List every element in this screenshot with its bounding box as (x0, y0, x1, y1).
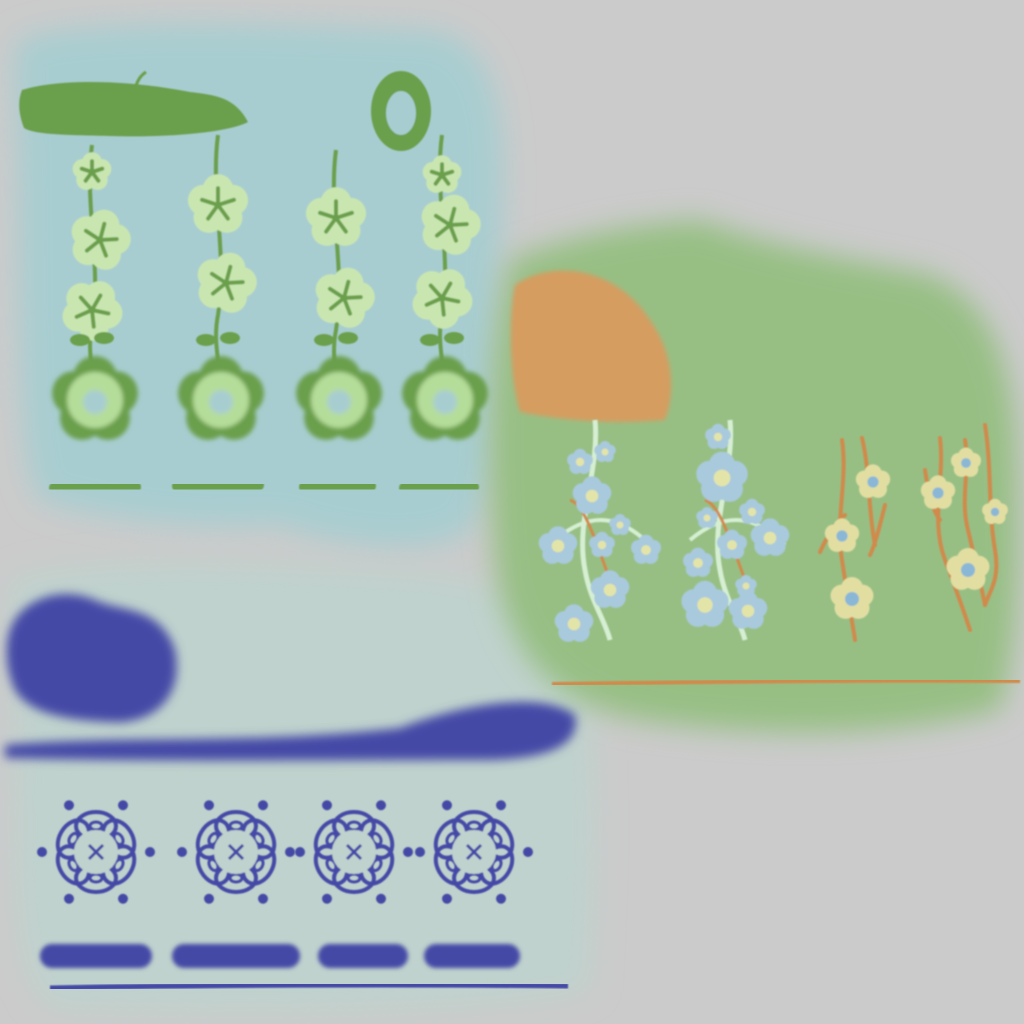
branch-stem (936, 436, 972, 632)
folk-dash (172, 944, 300, 968)
vine-1 (52, 144, 138, 440)
blue-blossom-icon (750, 518, 790, 556)
folk-flower-icon (295, 800, 413, 904)
big-flower-icon (296, 356, 382, 440)
branch-blue-2 (681, 419, 790, 641)
blue-blossom-icon (567, 448, 593, 474)
branch-blue-1 (538, 419, 662, 642)
star-flower-icon (422, 155, 462, 193)
cream-blossom-icon (946, 548, 990, 590)
blue-blossom-icon (739, 498, 765, 524)
big-flower-icon (402, 356, 488, 440)
branch-twig (569, 498, 612, 581)
vine-2 (178, 134, 264, 440)
bottom-line (49, 982, 569, 991)
vine-dash (172, 479, 264, 493)
blue-blossom-icon (735, 575, 757, 596)
blue-blossom-icon (630, 534, 662, 564)
branch-cream-2 (920, 423, 1008, 632)
blue-blossom-icon (716, 529, 748, 559)
branch-twig (704, 498, 747, 581)
folk-dash-group (40, 944, 520, 968)
star-flower-icon (72, 152, 112, 190)
big-flower-icon (178, 356, 264, 440)
folk-dash (40, 944, 152, 968)
folk-flower-group (37, 800, 533, 904)
star-flower-icon (421, 194, 481, 255)
blue-blossom-icon (538, 526, 578, 564)
star-flower-icon (305, 187, 367, 246)
leaf-icon (420, 334, 440, 346)
vine-4 (402, 134, 488, 440)
sun-icon (510, 270, 672, 423)
vine-dash (299, 480, 376, 494)
vine-dash (49, 481, 141, 495)
ground-line (551, 678, 1021, 686)
cream-blossom-icon (855, 464, 891, 498)
branch-stem (580, 419, 613, 641)
blue-blossom-icon (594, 441, 616, 462)
leaf-icon (196, 334, 216, 346)
blue-blossom-icon (696, 507, 718, 528)
star-flower-icon (187, 174, 249, 233)
cream-blossom-icon (830, 577, 874, 619)
branch-stem (868, 503, 887, 557)
star-flower-icon (71, 209, 131, 270)
panel-blue-backdrop (14, 23, 504, 547)
star-flower-icon (197, 252, 257, 313)
leaf-icon (338, 332, 358, 344)
leaf-icon (70, 334, 90, 346)
vine-underlines (49, 479, 479, 495)
blue-cloud-shape (5, 594, 576, 761)
vine-dash (399, 481, 479, 495)
blue-blossom-icon (554, 604, 594, 642)
leaf-icon (94, 332, 114, 344)
branch-stem (837, 438, 857, 642)
blue-blossom-icon (589, 531, 615, 557)
branch-stem (983, 423, 999, 607)
header-leaf-bar (19, 70, 248, 137)
star-flower-icon (315, 267, 375, 328)
folk-flower-icon (177, 800, 295, 904)
blue-blossom-icon (696, 451, 748, 502)
blue-blossom-icon (705, 423, 731, 449)
folk-dash (424, 944, 520, 968)
leaf-icon (444, 332, 464, 344)
blue-blossom-icon (682, 547, 714, 577)
big-flower-icon (52, 356, 138, 440)
cream-blossom-icon (920, 475, 956, 509)
vine-3 (296, 149, 382, 440)
blue-blossom-icon (572, 476, 612, 514)
star-flower-icon (412, 269, 473, 329)
leaf-icon (314, 334, 334, 346)
blue-blossom-icon (728, 591, 768, 629)
folk-flower-icon (37, 800, 155, 904)
blue-blossom-icon (590, 570, 630, 608)
branch-group (538, 419, 1008, 642)
blue-blossom-icon (681, 580, 729, 627)
folk-flower-icon (415, 800, 533, 904)
cream-blossom-icon (950, 447, 982, 477)
branch-cream-1 (818, 436, 891, 642)
vine-group (52, 134, 488, 440)
cream-blossom-icon (824, 518, 860, 552)
folk-dash (318, 944, 408, 968)
blue-blossom-icon (609, 514, 631, 535)
ring-ornament-icon (371, 71, 431, 151)
cream-blossom-icon (982, 498, 1008, 524)
leaf-icon (220, 332, 240, 344)
